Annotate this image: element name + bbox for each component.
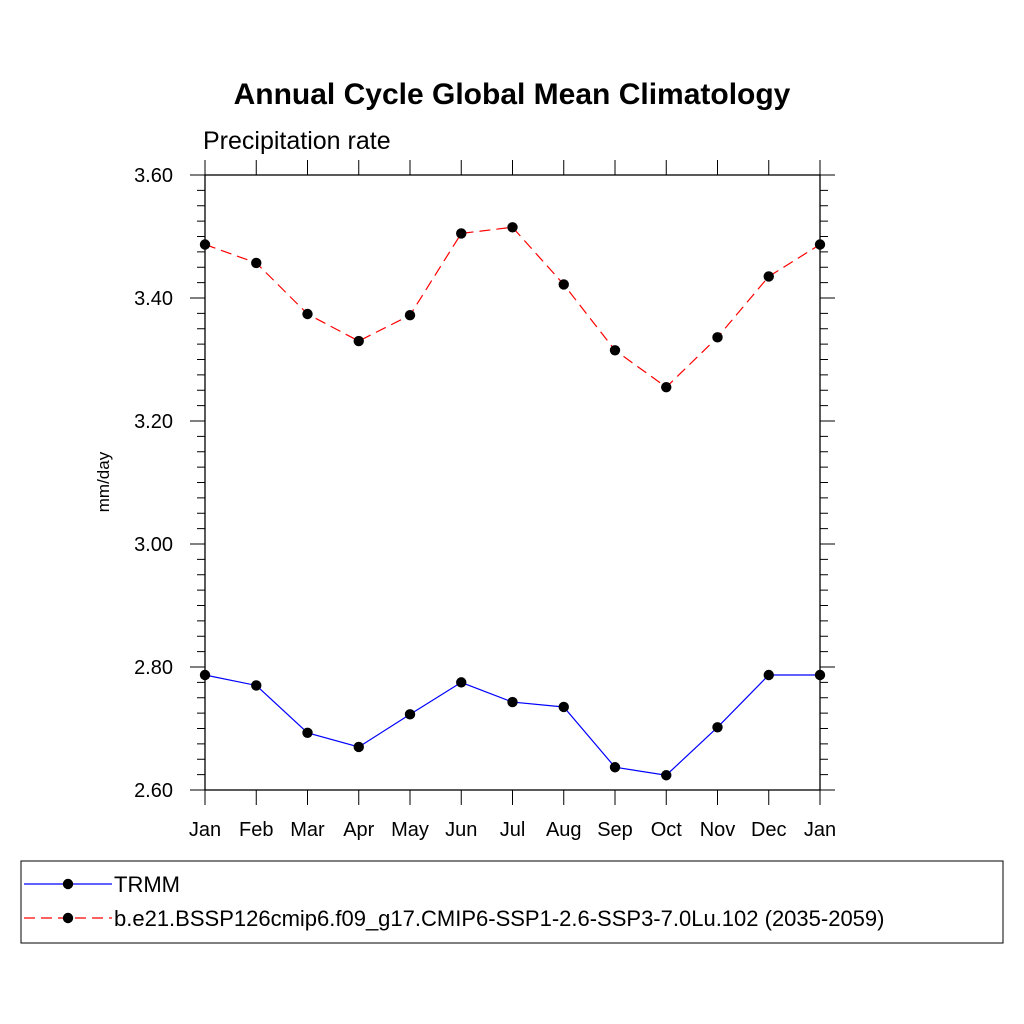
data-point	[251, 680, 262, 691]
data-point	[199, 239, 211, 250]
legend: TRMM b.e21.BSSP126cmip6.f09_g17.CMIP6-SSP…	[24, 872, 884, 931]
x-tick-labels: Jan Feb Mar Apr May Jun Jul Aug Sep Oct Nov Dec Jan	[189, 819, 836, 841]
data-point	[302, 308, 313, 320]
chart-subtitle: Precipitation rate	[203, 127, 391, 155]
x-tick-label: Apr	[343, 819, 374, 841]
legend-marker	[62, 912, 74, 924]
axis-ticks	[190, 160, 835, 805]
data-point	[353, 741, 364, 753]
x-tick-label: Dec	[751, 819, 787, 841]
series-line	[204, 674, 820, 776]
data-point	[507, 222, 518, 233]
data-point	[661, 770, 672, 781]
x-tick-label: May	[391, 819, 429, 841]
data-point	[763, 271, 774, 282]
data-point	[404, 310, 416, 321]
legend-label: b.e21.BSSP126cmip6.f09_g17.CMIP6-SSP1-2.…	[114, 906, 884, 931]
y-tick-label: 3.00	[134, 534, 173, 556]
data-point	[712, 722, 723, 733]
legend-box	[20, 860, 1004, 944]
x-tick-label: Oct	[651, 819, 683, 841]
data-point	[558, 279, 569, 290]
data-point	[251, 257, 262, 269]
data-point	[814, 669, 826, 681]
data-point	[763, 669, 774, 681]
data-point	[404, 709, 416, 720]
data-point	[456, 677, 467, 688]
y-axis-label: mm/day	[94, 451, 113, 512]
x-tick-label: Sep	[597, 819, 633, 841]
data-point	[558, 701, 569, 713]
series-line	[204, 226, 821, 388]
data-point	[712, 332, 723, 343]
series-1	[199, 669, 826, 781]
x-tick-label: Jan	[189, 819, 221, 841]
series-2	[199, 222, 826, 393]
x-tick-label: Aug	[546, 819, 582, 841]
data-point	[353, 335, 364, 347]
data-point	[609, 762, 621, 773]
data-point	[199, 669, 211, 681]
x-tick-label: Jan	[804, 819, 836, 841]
x-tick-label: Nov	[700, 819, 736, 841]
data-point	[661, 381, 672, 393]
data-point	[814, 239, 826, 250]
x-tick-label: Feb	[239, 819, 273, 841]
x-tick-label: Mar	[290, 819, 325, 841]
legend-marker	[62, 878, 74, 890]
chart-title: Annual Cycle Global Mean Climatology	[234, 78, 791, 111]
data-point	[507, 696, 518, 708]
data-point	[302, 727, 313, 739]
x-tick-label: Jul	[500, 819, 526, 841]
y-tick-label: 3.60	[134, 165, 173, 187]
data-point	[609, 345, 621, 356]
legend-label: TRMM	[114, 872, 180, 897]
data-point	[456, 228, 467, 239]
y-tick-label: 3.20	[134, 411, 173, 433]
series-layer	[199, 222, 826, 781]
y-tick-label: 2.80	[134, 657, 173, 679]
y-tick-label: 2.60	[134, 780, 173, 802]
x-tick-label: Jun	[445, 819, 477, 841]
y-tick-label: 3.40	[134, 288, 173, 310]
y-tick-labels: 2.60 2.80 3.00 3.20 3.40 3.60	[134, 165, 173, 802]
